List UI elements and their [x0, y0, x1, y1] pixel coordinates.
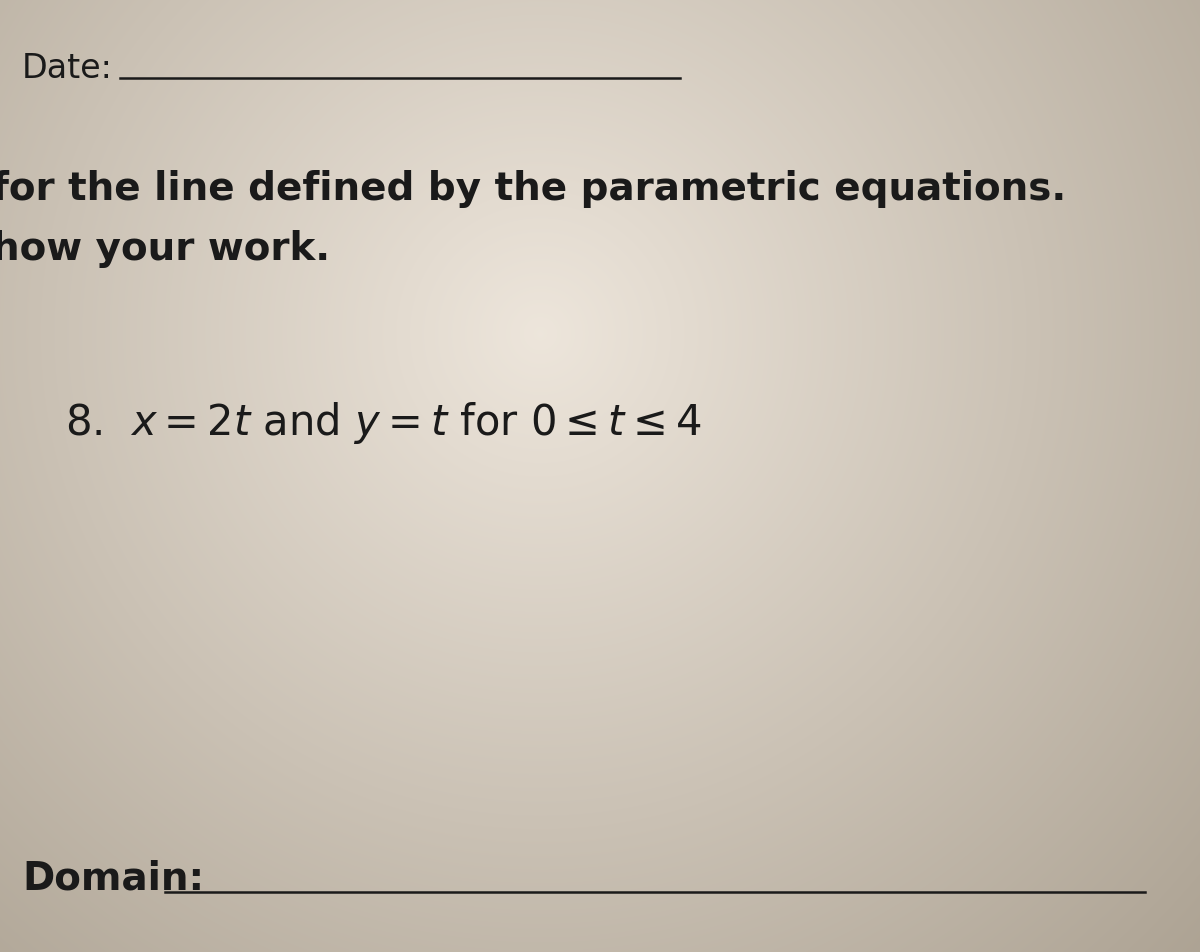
Text: Date:: Date: [22, 52, 113, 85]
Text: Domain:: Domain: [22, 859, 204, 897]
Text: how your work.: how your work. [0, 230, 330, 268]
Text: for the line defined by the parametric equations.: for the line defined by the parametric e… [0, 170, 1067, 208]
Text: 8.  $x = 2t$ and $y = t$ for $0 \leq t \leq 4$: 8. $x = 2t$ and $y = t$ for $0 \leq t \l… [65, 400, 702, 446]
